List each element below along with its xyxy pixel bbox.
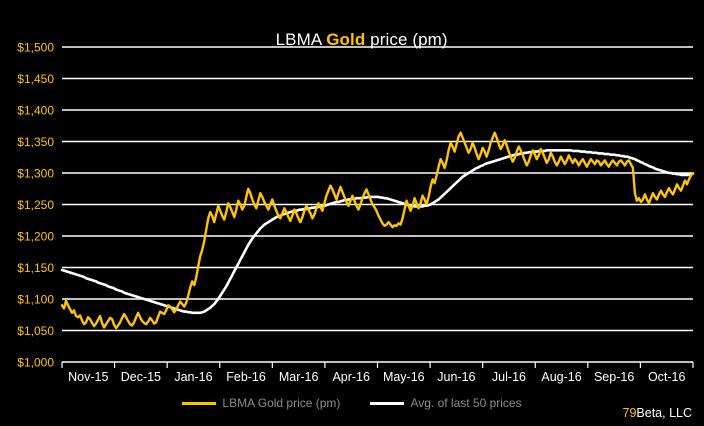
series-line-moving-average xyxy=(60,149,695,315)
x-axis-tick-label: Jul-16 xyxy=(492,370,526,384)
x-axis-tick-label: Dec-15 xyxy=(121,370,161,384)
y-axis-tick-label: $1,100 xyxy=(17,293,54,307)
series-line-gold-price xyxy=(60,131,695,330)
x-axis-tick-label: Apr-16 xyxy=(332,370,370,384)
attribution: 79Beta, LLC xyxy=(623,406,693,420)
title-suffix: price (pm) xyxy=(365,30,448,49)
y-axis-labels: $1,500 $1,450 $1,400 $1,350 $1,300 $1,250 $1,2… xyxy=(17,41,54,370)
legend-label-moving-average: Avg. of last 50 prices xyxy=(410,396,522,410)
legend-item-moving-average: Avg. of last 50 prices xyxy=(370,396,522,410)
y-axis-tick-label: $1,000 xyxy=(17,356,54,370)
legend-swatch-white xyxy=(370,401,405,405)
x-axis-tick-label: Aug-16 xyxy=(541,370,581,384)
y-axis-tick-label: $1,050 xyxy=(17,324,54,338)
y-axis-tick-label: $1,150 xyxy=(17,261,54,275)
x-axis-labels: Nov-15 Dec-15 Jan-16 Feb-16 Mar-16 Apr-16 May-… xyxy=(68,370,685,384)
x-axis-tick-label: Sep-16 xyxy=(594,370,634,384)
chart-legend: LBMA Gold price (pm) Avg. of last 50 pri… xyxy=(0,396,704,410)
y-axis-tick-label: $1,450 xyxy=(17,72,54,86)
x-axis-tick-label: May-16 xyxy=(383,370,425,384)
gridlines xyxy=(62,46,693,363)
title-prefix: LBMA xyxy=(275,30,327,49)
attribution-number: 79 xyxy=(622,406,637,420)
y-axis-tick-label: $1,350 xyxy=(17,135,54,149)
y-axis-tick-label: $1,200 xyxy=(17,230,54,244)
attribution-name: Beta, LLC xyxy=(636,406,692,420)
x-axis xyxy=(61,362,694,368)
x-axis-tick-label: Jan-16 xyxy=(174,370,212,384)
x-axis-tick-label: Jun-16 xyxy=(437,370,475,384)
x-axis-tick-label: Nov-15 xyxy=(68,370,108,384)
legend-swatch-gold xyxy=(182,401,217,405)
y-axis-tick-label: $1,300 xyxy=(17,167,54,181)
x-axis-tick-label: Feb-16 xyxy=(226,370,266,384)
y-axis-tick-label: $1,500 xyxy=(17,41,54,55)
x-axis-tick-label: Mar-16 xyxy=(279,370,319,384)
legend-label-gold-price: LBMA Gold price (pm) xyxy=(222,396,341,410)
data-series xyxy=(60,131,695,330)
y-axis-tick-label: $1,250 xyxy=(17,198,54,212)
page-title: LBMA Gold price (pm) xyxy=(0,10,704,70)
legend-item-gold-price: LBMA Gold price (pm) xyxy=(182,396,340,410)
x-axis-tick-label: Oct-16 xyxy=(648,370,686,384)
title-highlight: Gold xyxy=(326,30,366,49)
y-axis-tick-label: $1,400 xyxy=(17,104,54,118)
